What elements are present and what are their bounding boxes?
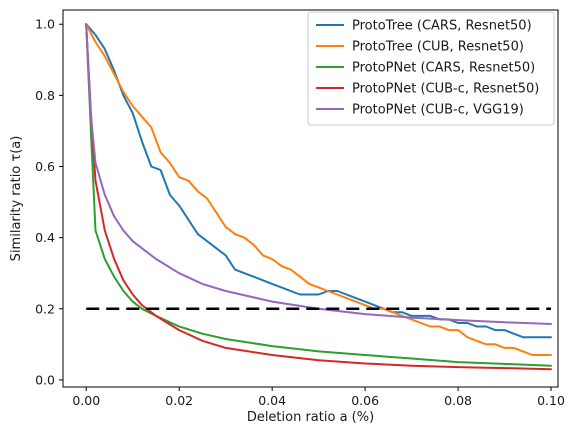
series-line-3	[85, 23, 552, 367]
x-tick-label: 0.06	[351, 393, 379, 408]
y-tick-label: 0.4	[35, 230, 55, 245]
y-tick-label: 0.8	[35, 88, 55, 103]
x-tick-label: 0.08	[444, 393, 472, 408]
axis-ticks: 0.00 0.02 0.04 0.06 0.08 0.10 0.0 0.2 0.4 0.6 0.8 1…	[35, 17, 565, 408]
x-tick-label: 0.10	[537, 393, 565, 408]
x-tick-label: 0.00	[72, 393, 100, 408]
legend-label: ProtoPNet (CARS, Resnet50)	[352, 61, 535, 76]
y-tick-label: 0.6	[35, 159, 55, 174]
y-axis-label: Similarity ratio τ(a)	[9, 136, 24, 262]
axes-frame	[62, 9, 559, 388]
legend-box	[307, 11, 555, 126]
legend: ProtoTree (CARS, Resnet50) ProtoTree (CUB…	[307, 11, 555, 126]
legend-label: ProtoTree (CARS, Resnet50)	[352, 19, 532, 34]
legend-label: ProtoTree (CUB, Resnet50)	[352, 40, 524, 55]
x-tick-label: 0.02	[165, 393, 193, 408]
y-tick-label: 0.0	[35, 372, 55, 387]
series-line-5	[85, 23, 552, 325]
series-line-2	[85, 23, 552, 356]
x-tick-label: 0.04	[258, 393, 286, 408]
x-axis-label: Deletion ratio a (%)	[247, 410, 374, 425]
plot-area	[85, 23, 552, 371]
y-tick-label: 0.2	[35, 301, 55, 316]
legend-label: ProtoPNet (CUB-c, VGG19)	[352, 103, 524, 118]
legend-label: ProtoPNet (CUB-c, Resnet50)	[352, 82, 539, 97]
series-line-4	[85, 23, 552, 371]
series-line-1	[85, 23, 552, 339]
y-tick-label: 1.0	[35, 17, 55, 32]
